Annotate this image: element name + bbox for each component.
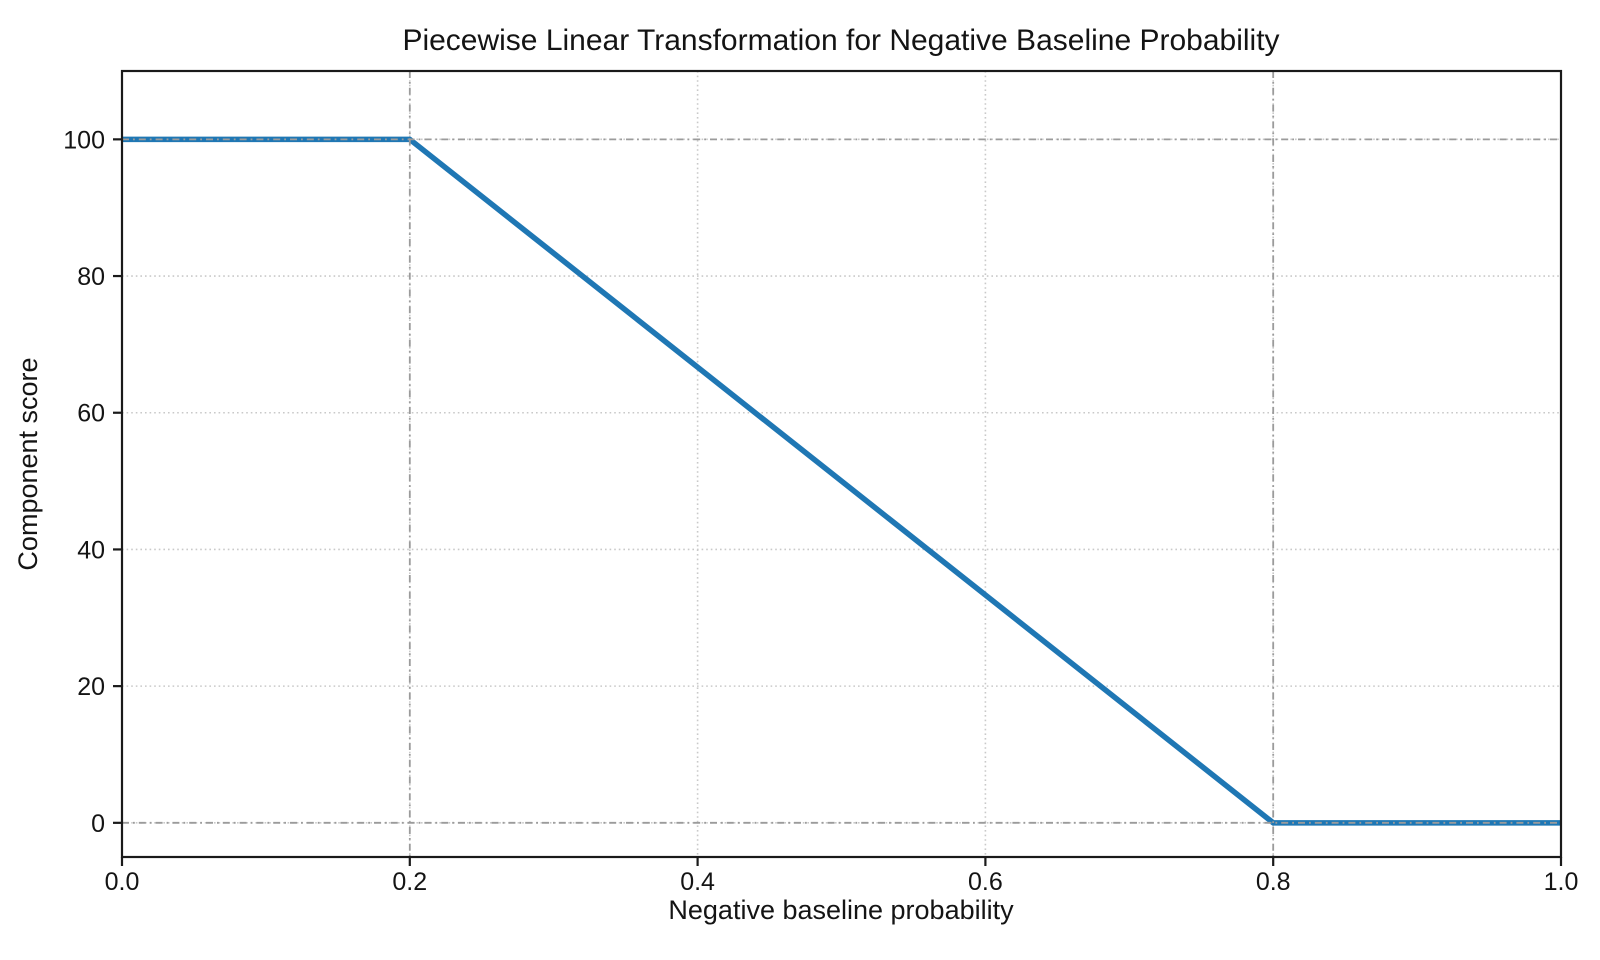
plot-area: 0.0 0.2 0.4 0.6 0.8 1.0 0 20 40 60 80 100 [63, 69, 1579, 896]
y-tick-label: 20 [77, 673, 105, 701]
x-tick-label: 0.8 [1256, 868, 1291, 896]
y-tick-label: 100 [63, 126, 105, 154]
x-tick-label: 0.2 [392, 868, 427, 896]
chart-title: Piecewise Linear Transformation for Nega… [402, 24, 1279, 57]
y-tick-label: 0 [91, 810, 105, 838]
y-tick-label: 60 [77, 400, 105, 428]
x-tick-label: 0.4 [680, 868, 715, 896]
x-axis-label: Negative baseline probability [668, 895, 1014, 925]
y-axis-label: Component score [13, 357, 43, 570]
y-tick-label: 40 [77, 536, 105, 564]
axes-spines [120, 69, 1563, 859]
y-tick-label: 80 [77, 263, 105, 291]
x-tick-label: 0.0 [105, 868, 140, 896]
series-line [122, 136, 1561, 826]
x-tick-label: 1.0 [1544, 868, 1579, 896]
x-tick-label: 0.6 [968, 868, 1003, 896]
